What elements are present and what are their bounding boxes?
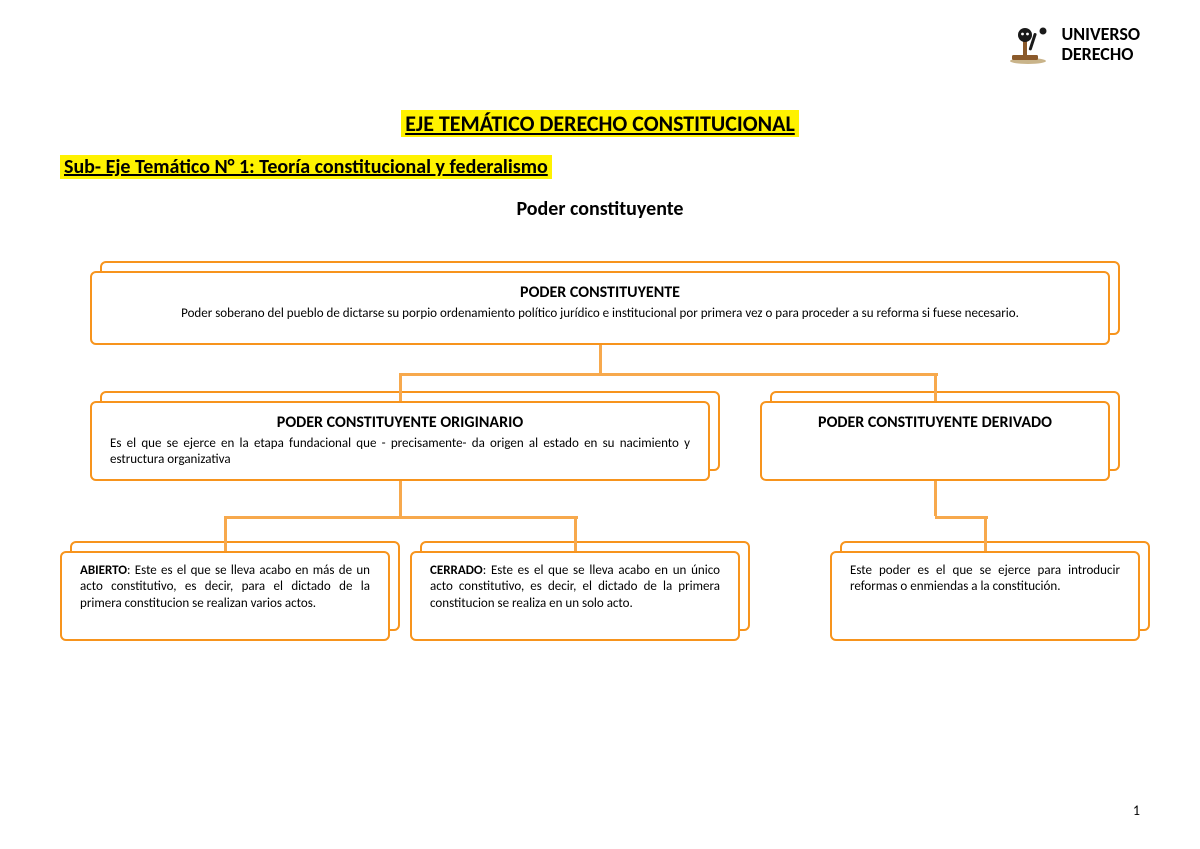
mascot-icon [1006,25,1054,65]
logo-line2: DERECHO [1062,45,1140,65]
conn-row2-bar-left [225,516,578,519]
main-title: EJE TEMÁTICO DERECHO CONSTITUCIONAL [60,110,1140,137]
org-chart: PODER CONSTITUYENTE Poder soberano del pu… [60,261,1140,701]
node-root-title: PODER CONSTITUYENTE [110,283,1090,302]
conn-to-l3 [984,516,987,551]
logo-text: UNIVERSO DERECHO [1062,25,1140,65]
conn-row1-bar [400,373,938,376]
node-root: PODER CONSTITUYENTE Poder soberano del pu… [90,271,1110,345]
conn-left-down [399,481,402,516]
node-abierto-body: ABIERTO: Este es el que se lleva acabo e… [80,563,370,612]
node-originario-title: PODER CONSTITUYENTE ORIGINARIO [110,413,690,432]
node-originario-body: Es el que se ejerce en la etapa fundacio… [110,436,690,469]
node-cerrado-body: CERRADO: Este es el que se lleva acabo e… [430,563,720,612]
conn-to-left [399,373,402,401]
conn-right-down [934,481,937,516]
sub-title: Sub- Eje Temático N° 1: Teoría constituc… [60,155,1140,179]
node-originario: PODER CONSTITUYENTE ORIGINARIO Es el que … [90,401,710,481]
node-derivado: PODER CONSTITUYENTE DERIVADO [760,401,1110,481]
node-abierto: ABIERTO: Este es el que se lleva acabo e… [60,551,390,641]
node-cerrado: CERRADO: Este es el que se lleva acabo e… [410,551,740,641]
conn-row2-bar-right [935,516,988,519]
node-derivado-title: PODER CONSTITUYENTE DERIVADO [780,413,1090,432]
page-number: 1 [1133,802,1140,819]
node-derivado-desc-body: Este poder es el que se ejerce para intr… [850,563,1120,596]
node-derivado-desc: Este poder es el que se ejerce para intr… [830,551,1140,641]
conn-to-l1 [224,516,227,551]
conn-to-l2 [574,516,577,551]
logo-block: UNIVERSO DERECHO [1006,25,1140,65]
node-root-body: Poder soberano del pueblo de dictarse su… [110,306,1090,322]
conn-to-right [934,373,937,401]
section-title: Poder constituyente [60,197,1140,221]
conn-root-down [599,345,602,373]
